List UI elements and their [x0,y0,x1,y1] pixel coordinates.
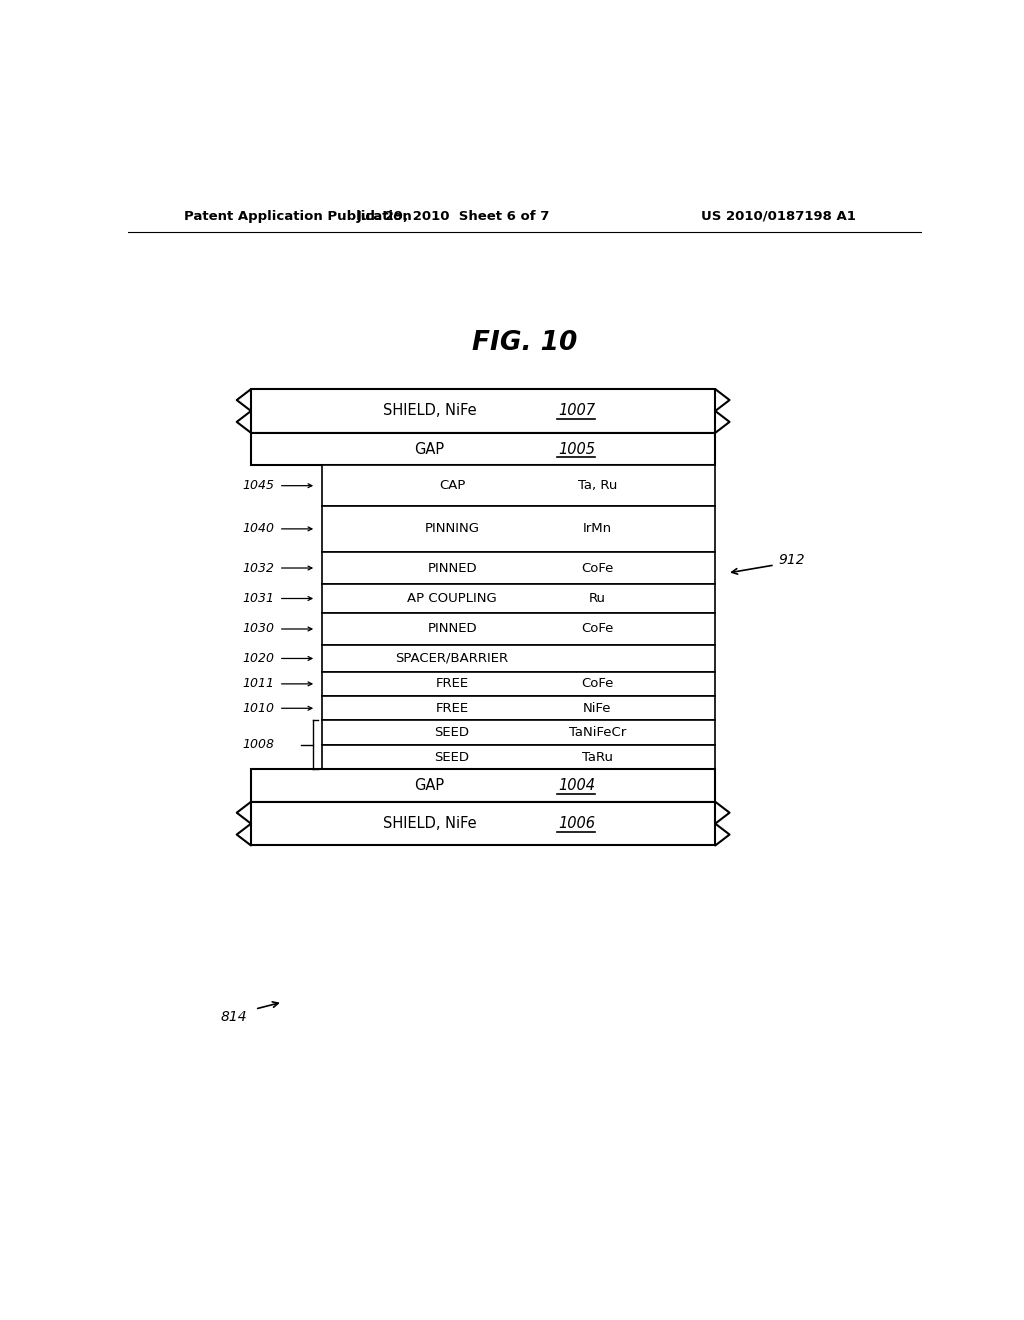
Text: 912: 912 [778,553,806,566]
Text: Ru: Ru [589,591,606,605]
Bar [251,801,715,846]
Text: US 2010/0187198 A1: US 2010/0187198 A1 [701,210,856,223]
Text: TaNiFeCr: TaNiFeCr [568,726,626,739]
Text: SPACER/BARRIER: SPACER/BARRIER [395,652,509,665]
Bar [323,585,715,612]
Bar [251,770,715,801]
Text: FREE: FREE [435,702,469,714]
Text: 1004: 1004 [558,777,595,793]
Text: NiFe: NiFe [583,702,611,714]
Text: GAP: GAP [415,442,444,457]
Text: TaRu: TaRu [582,751,613,763]
Text: SEED: SEED [434,726,470,739]
Bar [323,696,715,721]
Text: 1005: 1005 [558,442,595,457]
Text: CAP: CAP [439,479,465,492]
Bar [323,506,715,552]
Text: CoFe: CoFe [582,677,613,690]
Text: 1011: 1011 [243,677,274,690]
Text: Jul. 29, 2010  Sheet 6 of 7: Jul. 29, 2010 Sheet 6 of 7 [356,210,550,223]
Bar [323,612,715,645]
Text: FIG. 10: FIG. 10 [472,330,578,356]
Text: FREE: FREE [435,677,469,690]
Text: 1032: 1032 [243,561,274,574]
Bar [251,433,715,466]
Text: 1040: 1040 [243,523,274,536]
Text: PINNED: PINNED [427,623,477,635]
Bar [323,552,715,585]
Text: SHIELD, NiFe: SHIELD, NiFe [383,404,476,418]
Bar [323,721,715,744]
Text: 1020: 1020 [243,652,274,665]
Text: PINNED: PINNED [427,561,477,574]
Bar [323,672,715,696]
Text: 1008: 1008 [243,738,274,751]
Text: PINNING: PINNING [425,523,479,536]
Text: 1045: 1045 [243,479,274,492]
Text: SEED: SEED [434,751,470,763]
Text: 1006: 1006 [558,816,595,832]
Text: IrMn: IrMn [583,523,612,536]
Text: SHIELD, NiFe: SHIELD, NiFe [383,816,476,832]
Bar [323,466,715,506]
Text: 1007: 1007 [558,404,595,418]
Text: CoFe: CoFe [582,561,613,574]
Text: AP COUPLING: AP COUPLING [408,591,497,605]
Text: Patent Application Publication: Patent Application Publication [183,210,412,223]
Bar [251,389,715,433]
Text: Ta, Ru: Ta, Ru [578,479,617,492]
Text: 1031: 1031 [243,591,274,605]
Text: 1010: 1010 [243,702,274,714]
Text: GAP: GAP [415,777,444,793]
Bar [323,744,715,770]
Bar [323,645,715,672]
Text: CoFe: CoFe [582,623,613,635]
Text: 1030: 1030 [243,623,274,635]
Text: 814: 814 [220,1010,247,1024]
